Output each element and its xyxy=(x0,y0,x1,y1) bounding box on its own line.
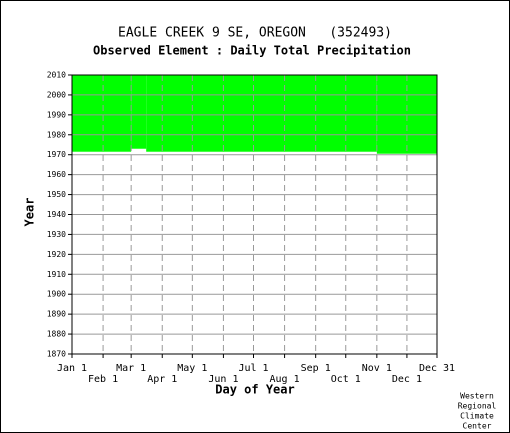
x-tick-label: Apr 1 xyxy=(147,374,177,385)
x-tick-label: Jun 1 xyxy=(208,374,238,385)
credit: Western xyxy=(460,392,494,401)
y-tick-label: 1900 xyxy=(47,290,66,299)
y-tick-label: 2000 xyxy=(47,90,66,99)
credit: Center xyxy=(463,422,492,431)
plot-border xyxy=(71,74,438,355)
y-tick-label: 1930 xyxy=(47,230,66,239)
y-tick-label: 1870 xyxy=(47,350,66,359)
x-tick-label: Mar 1 xyxy=(116,363,146,374)
x-tick-label: Dec 1 xyxy=(392,374,422,385)
chart-subtitle: Observed Element : Daily Total Precipita… xyxy=(93,44,411,58)
y-tick-label: 1910 xyxy=(47,270,66,279)
x-tick-label: Nov 1 xyxy=(362,363,392,374)
y-tick-label: 1940 xyxy=(47,210,66,219)
coverage-block xyxy=(131,75,147,149)
x-tick-label: Jan 1 xyxy=(57,363,87,374)
chart-title: EAGLE CREEK 9 SE, OREGON (352493) xyxy=(118,26,392,41)
x-tick-label: May 1 xyxy=(177,363,207,374)
credit: Regional xyxy=(458,402,497,411)
y-tick-label: 1980 xyxy=(47,130,66,139)
y-tick-label: 1880 xyxy=(47,330,66,339)
x-tick-label: Aug 1 xyxy=(270,374,300,385)
y-tick-label: 1960 xyxy=(47,170,66,179)
x-tick-label: Oct 1 xyxy=(331,374,361,385)
y-tick-label: 1890 xyxy=(47,310,66,319)
coverage-block xyxy=(146,75,377,152)
x-tick-label: Jul 1 xyxy=(238,363,268,374)
y-tick-label: 1970 xyxy=(47,150,66,159)
y-tick-label: 2010 xyxy=(47,71,66,80)
x-tick-label: Dec 31 xyxy=(419,363,455,374)
x-axis-label: Day of Year xyxy=(215,383,294,397)
credit: Climate xyxy=(460,412,494,421)
x-tick-label: Sep 1 xyxy=(301,363,331,374)
x-tick-label: Feb 1 xyxy=(88,374,118,385)
y-axis-label: Year xyxy=(23,198,37,227)
coverage-block xyxy=(72,75,132,152)
y-tick-label: 1920 xyxy=(47,250,66,259)
y-tick-label: 1950 xyxy=(47,190,66,199)
y-tick-label: 1990 xyxy=(47,110,66,119)
